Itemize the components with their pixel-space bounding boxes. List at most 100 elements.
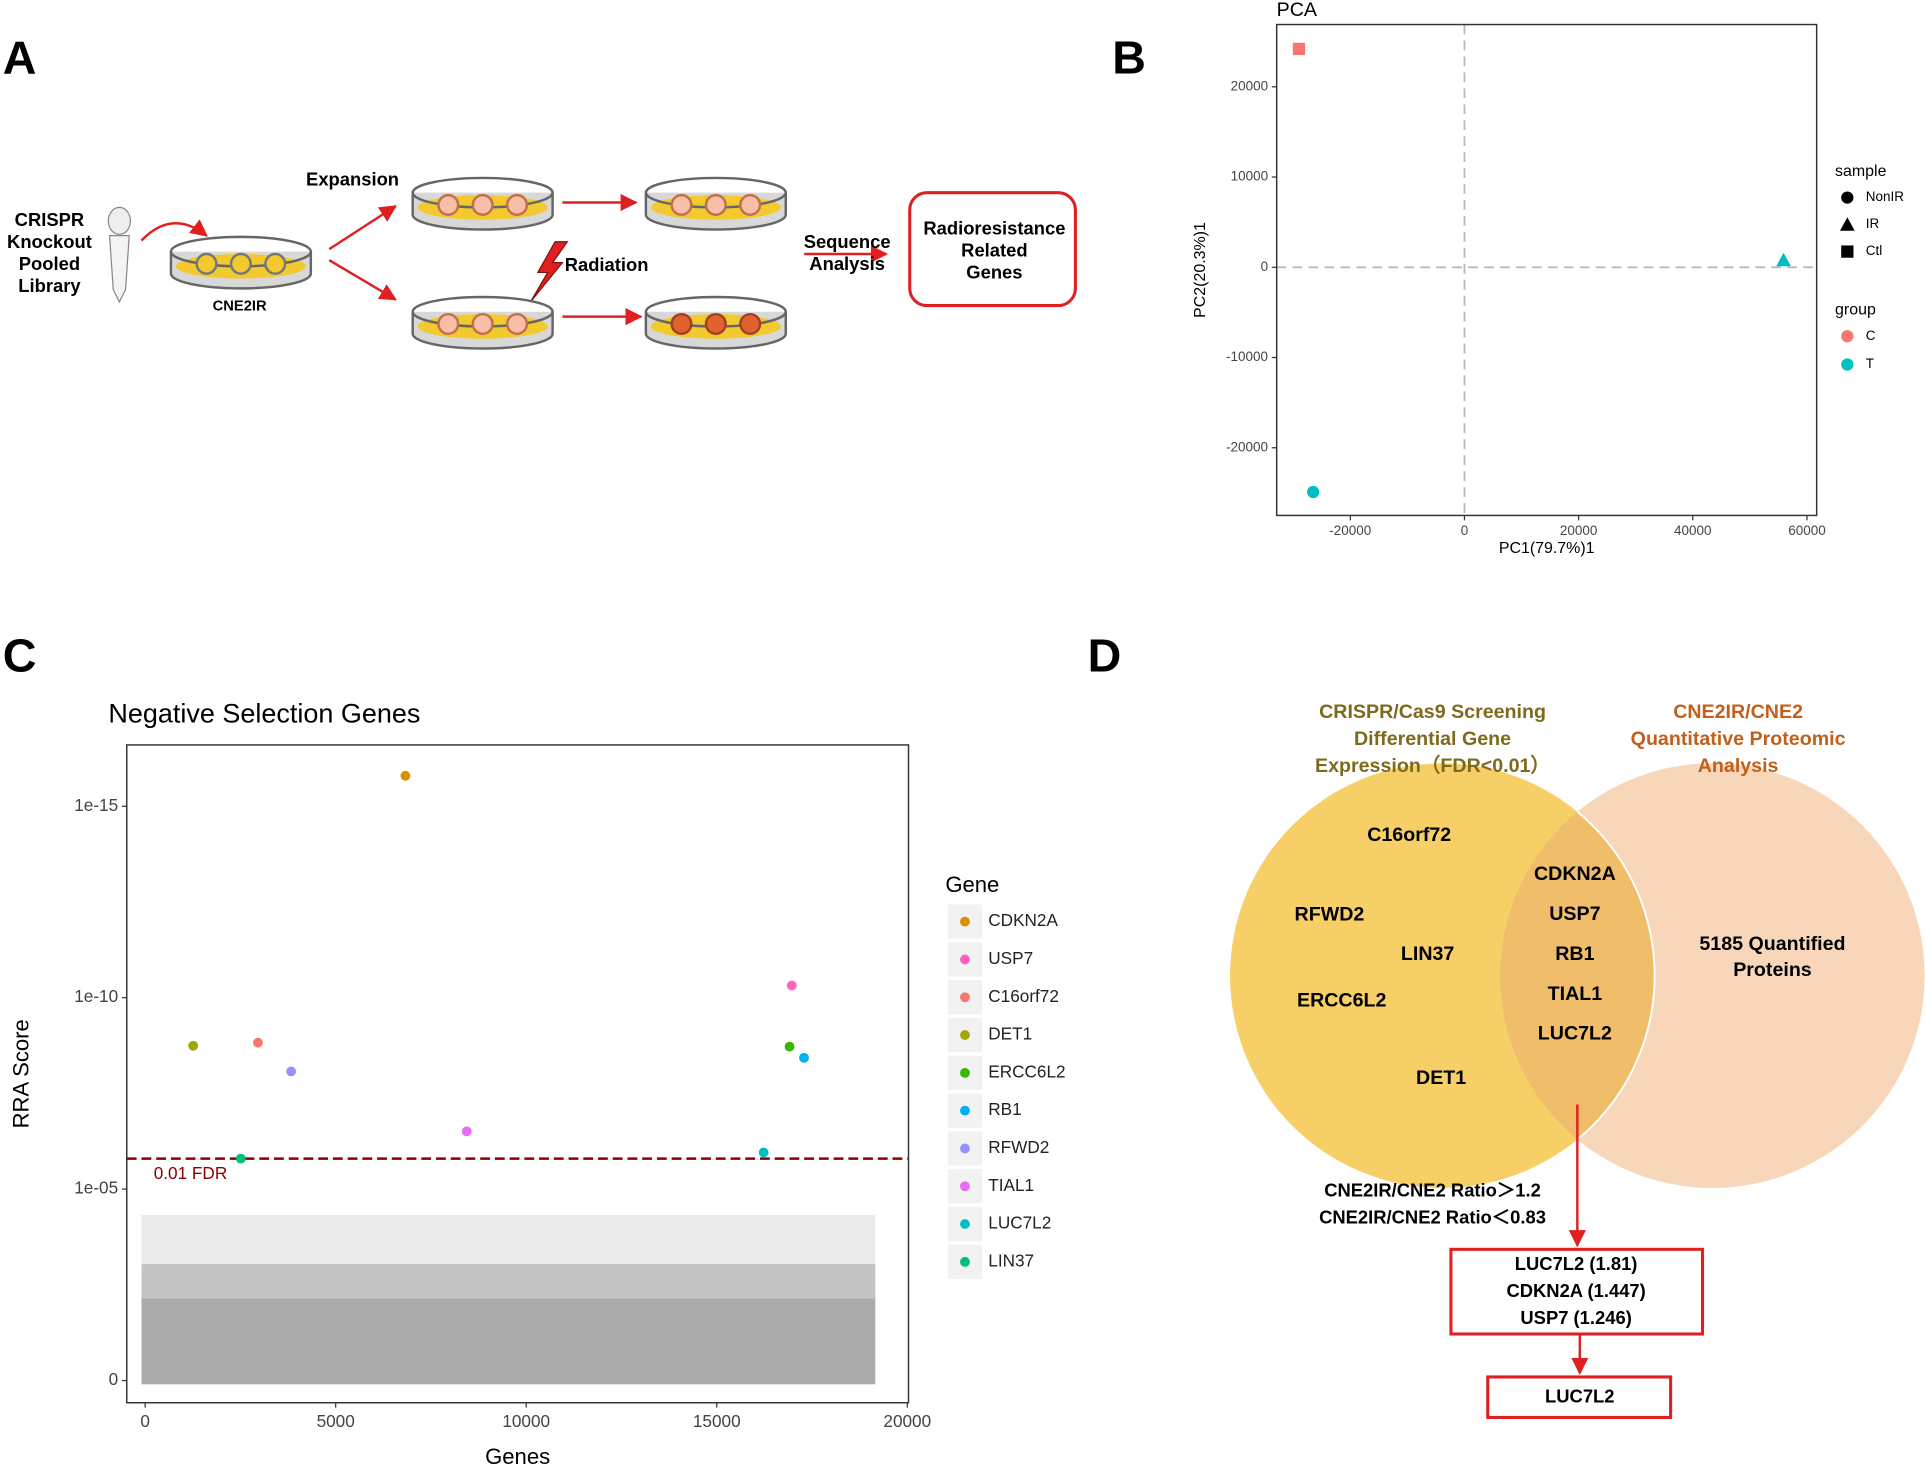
gene-label: LIN37 <box>1401 943 1455 965</box>
legend-key <box>1839 217 1855 231</box>
point <box>1776 252 1791 267</box>
criteria-label: CNE2IR/CNE2 Ratio＞1.2 <box>1324 1180 1541 1201</box>
point <box>758 1147 769 1158</box>
panel-label: C <box>3 629 37 681</box>
point <box>235 1153 246 1164</box>
point <box>286 1066 297 1077</box>
legend-key <box>960 916 970 927</box>
x-tick-label: 10000 <box>502 1411 550 1431</box>
point <box>461 1126 472 1137</box>
legend-key <box>960 1030 970 1040</box>
legend-label: NonIR <box>1866 189 1904 204</box>
legend-key <box>960 992 970 1003</box>
gene-label: RB1 <box>1555 943 1594 965</box>
cell <box>229 252 252 275</box>
arrow <box>140 219 208 242</box>
result-label: Genes <box>966 262 1022 283</box>
point <box>1307 485 1320 499</box>
venn-edge <box>1500 763 1656 1188</box>
gene-label: CDKN2A <box>1534 863 1616 885</box>
gene-label: ERCC6L2 <box>1297 990 1387 1012</box>
legend-label: C <box>1866 328 1876 343</box>
point <box>188 1040 199 1051</box>
legend-label: RFWD2 <box>988 1137 1049 1157</box>
final-box <box>1486 1375 1673 1419</box>
x-tick-label: 40000 <box>1674 523 1712 538</box>
legend-key <box>960 1143 970 1154</box>
point <box>784 1041 795 1052</box>
x-axis-label: PC1(79.7%)1 <box>1499 540 1595 557</box>
y-tick-label: 1e-10 <box>74 986 118 1006</box>
cell <box>505 312 529 336</box>
result-box <box>908 191 1077 308</box>
venn-text: Proteins <box>1733 959 1812 981</box>
cell <box>704 193 727 216</box>
gene-label: USP7 <box>1549 903 1600 925</box>
x-tick-label: 0 <box>1461 523 1469 538</box>
legend-key <box>1841 330 1854 343</box>
legend-label: LUC7L2 <box>988 1213 1051 1233</box>
cell <box>195 252 218 275</box>
cell <box>471 312 494 336</box>
legend-key <box>960 954 970 965</box>
tube <box>107 206 132 304</box>
radiation-label: Radiation <box>565 254 649 275</box>
legend-label: LIN37 <box>988 1250 1034 1270</box>
venn-title: Quantitative Proteomic <box>1631 728 1846 750</box>
legend-key <box>960 1181 970 1192</box>
x-tick-label: 20000 <box>883 1411 931 1431</box>
point <box>253 1037 263 1048</box>
legend-key <box>1841 245 1854 258</box>
y-tick-label: 0 <box>1261 259 1269 274</box>
x-tick-label: 20000 <box>1560 523 1598 538</box>
venn-title: Differential Gene <box>1354 728 1511 750</box>
y-tick-label: 20000 <box>1231 78 1269 93</box>
gene-label: TIAL1 <box>1548 983 1603 1005</box>
gene-label: C16orf72 <box>1367 824 1451 846</box>
x-tick-label: 15000 <box>693 1411 741 1431</box>
candidate-box <box>1449 1247 1705 1336</box>
library-label: Knockout <box>7 231 92 252</box>
library-label: Library <box>18 275 81 296</box>
y-tick-label: -20000 <box>1226 439 1268 454</box>
panel-label: A <box>3 32 37 84</box>
y-tick-label: -10000 <box>1226 349 1268 364</box>
arrow <box>328 205 397 251</box>
point <box>400 770 411 781</box>
legend-label: RB1 <box>988 1099 1021 1119</box>
venn-overlap <box>1500 763 1655 1188</box>
library-label: Pooled <box>19 253 80 274</box>
x-tick-label: 0 <box>140 1411 150 1431</box>
legend-label: TIAL1 <box>988 1175 1034 1195</box>
candidate-label: LUC7L2 (1.81) <box>1515 1253 1638 1274</box>
panel-label: B <box>1112 32 1146 84</box>
legend-label: C16orf72 <box>988 986 1059 1006</box>
analysis-label: Sequence <box>804 231 891 252</box>
plot-frame <box>126 744 910 1404</box>
cell-line-label: CNE2IR <box>213 299 267 315</box>
criteria-label: CNE2IR/CNE2 Ratio＜0.83 <box>1319 1207 1546 1228</box>
venn-title: Expression（FDR<0.01） <box>1315 754 1550 777</box>
gene-label: DET1 <box>1416 1067 1466 1089</box>
cell <box>437 193 460 216</box>
legend-label: ERCC6L2 <box>988 1061 1065 1081</box>
background-cloud <box>141 1298 876 1385</box>
legend-label: IR <box>1866 216 1880 231</box>
legend-key <box>1841 191 1854 204</box>
x-tick-label: 60000 <box>1788 523 1826 538</box>
cell <box>739 193 762 216</box>
legend-key <box>960 1105 970 1116</box>
analysis-label: Analysis <box>809 253 885 274</box>
y-tick-label: 1e-05 <box>74 1178 118 1198</box>
venn-title: CRISPR/Cas9 Screening <box>1319 701 1546 723</box>
y-axis-label: RRA Score <box>8 1019 33 1128</box>
final-gene: LUC7L2 <box>1545 1386 1615 1407</box>
cell <box>739 312 762 336</box>
result-label: Related <box>961 239 1027 260</box>
arrow <box>328 259 397 301</box>
y-tick-label: 0 <box>109 1369 119 1389</box>
x-tick-label: -20000 <box>1329 523 1371 538</box>
legend-label: CDKN2A <box>988 910 1058 930</box>
result-label: Radioresistance <box>923 217 1065 238</box>
